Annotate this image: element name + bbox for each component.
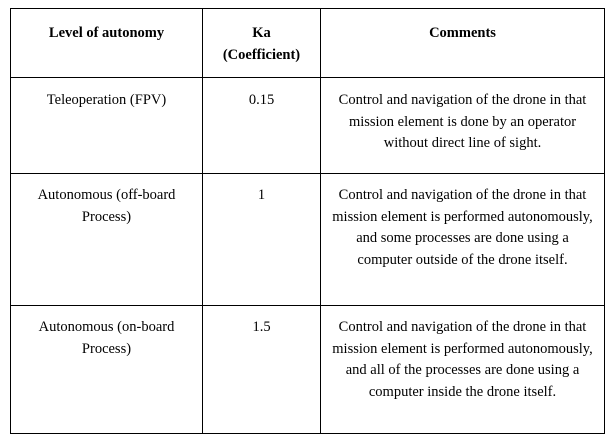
header-coefficient-label: (Coefficient): [222, 46, 301, 63]
header-ka-label: Ka: [252, 25, 271, 41]
table-header-row: Level of autonomy Ka (Coefficient) Comme…: [10, 8, 605, 78]
level-cell: Autonomous (off-board Process): [10, 173, 203, 306]
level-cell: Autonomous (on-board Process): [10, 305, 203, 434]
ka-cell: 1: [202, 173, 321, 306]
table-row: Teleoperation (FPV) 0.15 Control and nav…: [10, 77, 605, 174]
header-level-of-autonomy: Level of autonomy: [10, 8, 203, 78]
level-cell: Teleoperation (FPV): [10, 77, 203, 174]
table-row: Autonomous (off-board Process) 1 Control…: [10, 173, 605, 306]
comment-cell: Control and navigation of the drone in t…: [320, 77, 605, 174]
header-comments: Comments: [320, 8, 605, 78]
ka-cell: 0.15: [202, 77, 321, 174]
header-comments-label: Comments: [429, 25, 496, 41]
comment-cell: Control and navigation of the drone in t…: [320, 173, 605, 306]
header-level-label: Level of autonomy: [48, 25, 165, 41]
ka-cell: 1.5: [202, 305, 321, 434]
comment-cell: Control and navigation of the drone in t…: [320, 305, 605, 434]
table-row: Autonomous (on-board Process) 1.5 Contro…: [10, 305, 605, 434]
autonomy-levels-table: Level of autonomy Ka (Coefficient) Comme…: [10, 8, 605, 434]
header-ka-coefficient: Ka (Coefficient): [202, 8, 321, 78]
